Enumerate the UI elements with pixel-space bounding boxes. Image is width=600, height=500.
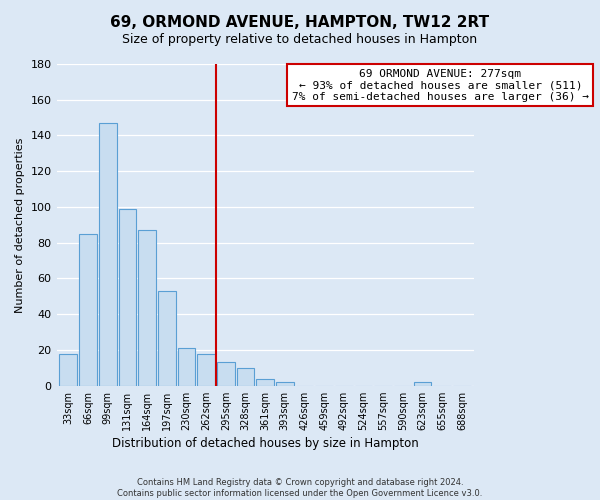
Text: Contains HM Land Registry data © Crown copyright and database right 2024.
Contai: Contains HM Land Registry data © Crown c… xyxy=(118,478,482,498)
Text: Size of property relative to detached houses in Hampton: Size of property relative to detached ho… xyxy=(122,32,478,46)
Bar xyxy=(256,378,274,386)
Bar xyxy=(217,362,235,386)
Text: 69 ORMOND AVENUE: 277sqm
← 93% of detached houses are smaller (511)
7% of semi-d: 69 ORMOND AVENUE: 277sqm ← 93% of detach… xyxy=(292,69,589,102)
Bar xyxy=(158,291,176,386)
X-axis label: Distribution of detached houses by size in Hampton: Distribution of detached houses by size … xyxy=(112,437,418,450)
Bar xyxy=(79,234,97,386)
Bar xyxy=(119,209,136,386)
Y-axis label: Number of detached properties: Number of detached properties xyxy=(15,137,25,312)
Bar xyxy=(413,382,431,386)
Bar xyxy=(178,348,195,386)
Bar xyxy=(138,230,156,386)
Bar xyxy=(99,123,116,386)
Bar xyxy=(59,354,77,386)
Text: 69, ORMOND AVENUE, HAMPTON, TW12 2RT: 69, ORMOND AVENUE, HAMPTON, TW12 2RT xyxy=(110,15,490,30)
Bar xyxy=(197,354,215,386)
Bar xyxy=(276,382,293,386)
Bar xyxy=(236,368,254,386)
